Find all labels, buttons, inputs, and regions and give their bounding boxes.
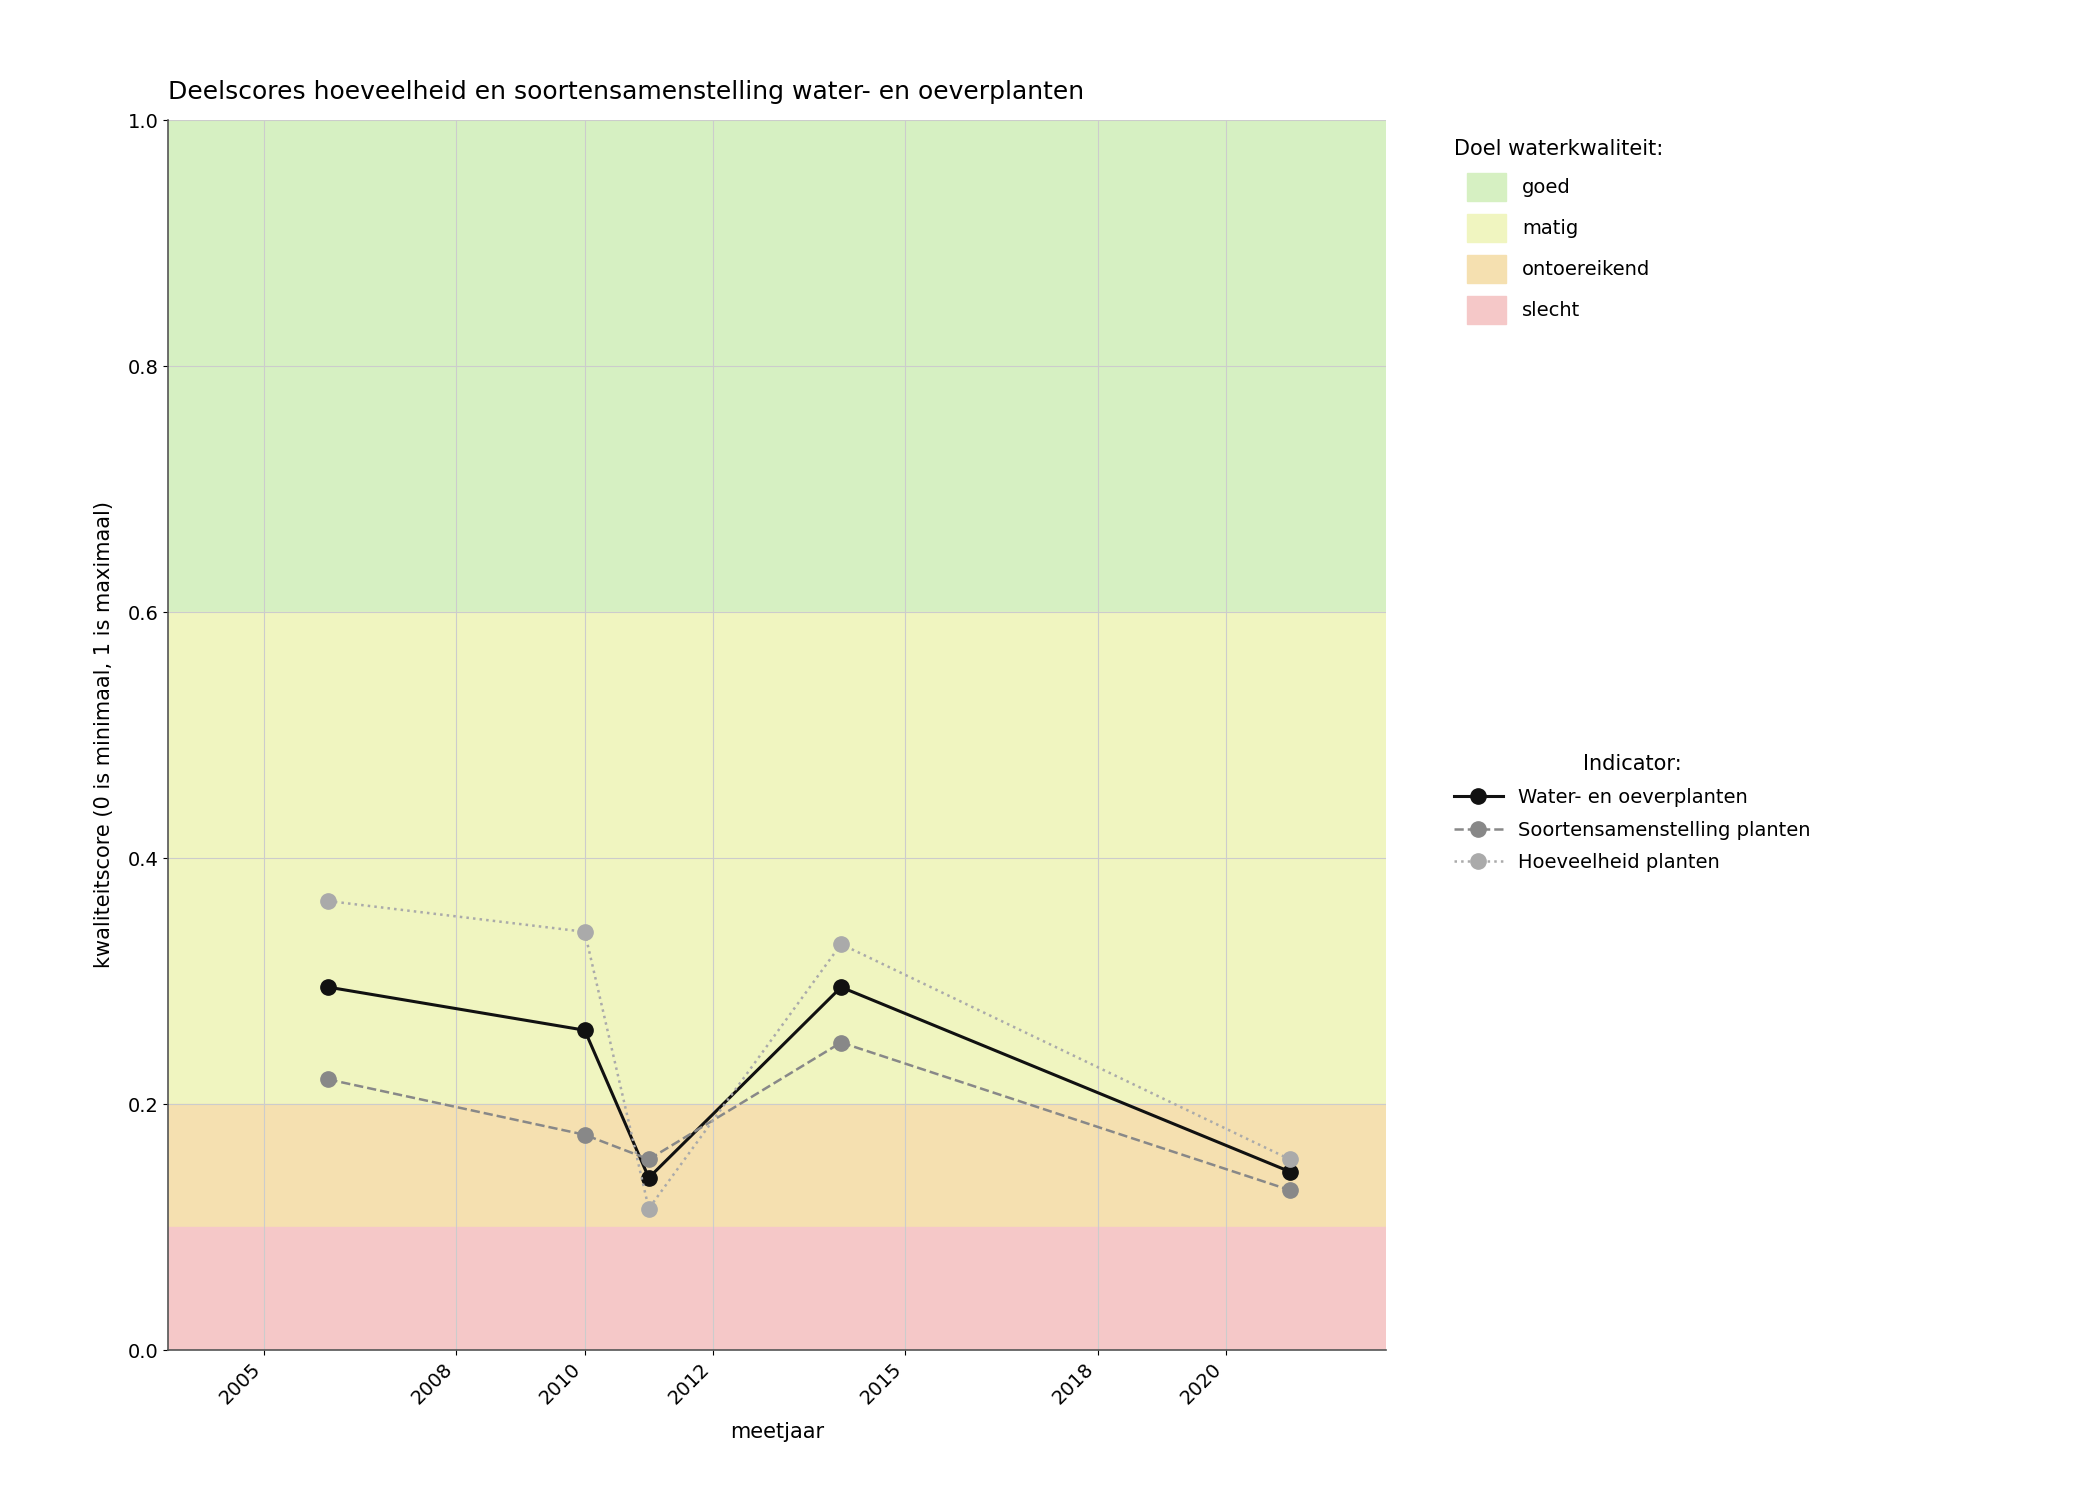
Y-axis label: kwaliteitscore (0 is minimaal, 1 is maximaal): kwaliteitscore (0 is minimaal, 1 is maxi… <box>94 501 113 969</box>
Bar <box>168 1227 1386 1350</box>
X-axis label: meetjaar: meetjaar <box>731 1422 823 1442</box>
Bar <box>168 120 1386 612</box>
Bar <box>168 1104 1386 1227</box>
Legend: Water- en oeverplanten, Soortensamenstelling planten, Hoeveelheid planten: Water- en oeverplanten, Soortensamenstel… <box>1445 744 1821 882</box>
Text: Deelscores hoeveelheid en soortensamenstelling water- en oeverplanten: Deelscores hoeveelheid en soortensamenst… <box>168 80 1084 104</box>
Bar <box>168 612 1386 1104</box>
